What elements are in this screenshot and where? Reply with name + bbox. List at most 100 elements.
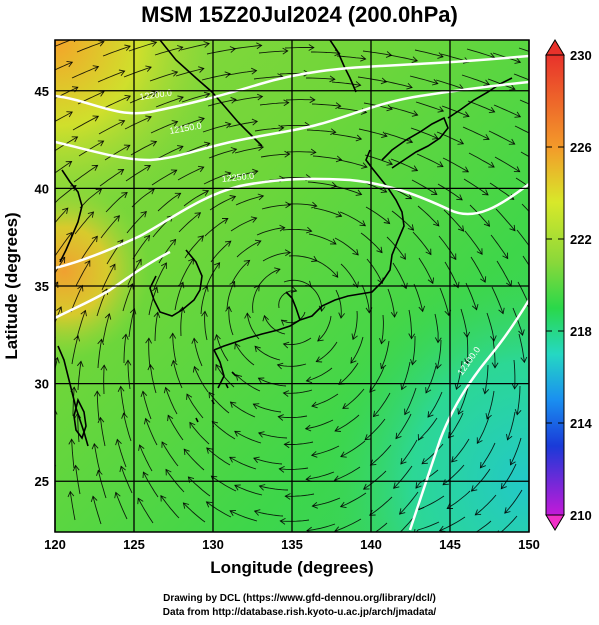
streamline: [441, 105, 470, 117]
streamline: [338, 159, 368, 168]
streamline: [261, 204, 291, 210]
streamline: [184, 235, 204, 259]
streamline: [409, 75, 438, 85]
streamline-arrow: [457, 138, 465, 145]
streamline: [369, 366, 385, 393]
streamline-arrow: [379, 337, 386, 345]
streamline: [172, 333, 177, 363]
streamline: [386, 236, 406, 260]
streamline: [229, 510, 258, 522]
streamline-arrow: [45, 435, 51, 440]
streamline-arrow: [434, 337, 442, 344]
streamline: [436, 339, 442, 369]
streamline: [183, 448, 205, 471]
streamline-arrow: [283, 99, 290, 107]
streamline: [105, 192, 128, 213]
streamline-arrow: [91, 235, 98, 243]
streamline: [208, 392, 230, 414]
streamline-arrow: [462, 166, 470, 173]
streamline: [205, 262, 220, 289]
streamline-arrow: [467, 532, 473, 537]
streamline-arrow: [404, 408, 411, 416]
streamline: [305, 419, 334, 430]
streamline: [201, 73, 231, 81]
x-tick-label: 140: [360, 537, 382, 552]
streamline-arrow: [453, 281, 460, 289]
streamline: [97, 70, 125, 83]
streamline: [149, 364, 157, 394]
streamline: [521, 203, 529, 213]
streamline-arrow: [203, 41, 210, 48]
streamline-arrow: [315, 356, 323, 363]
streamline-arrow: [360, 54, 367, 62]
streamline: [234, 484, 263, 496]
streamline: [283, 337, 312, 346]
streamline: [200, 285, 208, 315]
footer-credit-data: Data from http://database.rish.kyoto-u.a…: [162, 607, 437, 618]
streamline-arrow: [332, 271, 339, 278]
y-tick-labels: 25 30 35 40 45: [35, 84, 49, 489]
streamline-arrow: [90, 495, 98, 503]
streamline-arrow: [386, 159, 394, 166]
streamline: [71, 335, 79, 365]
streamline: [317, 315, 332, 342]
streamline-arrow: [192, 365, 200, 373]
colorbar-tick-label: 222: [570, 232, 592, 247]
colorbar-scale: [545, 54, 565, 516]
streamline: [383, 80, 413, 88]
streamline: [183, 502, 206, 523]
streamline: [189, 422, 210, 445]
streamline: [283, 279, 312, 287]
streamline-arrow: [476, 437, 483, 445]
streamline-arrow: [427, 277, 435, 285]
streamline-arrow: [454, 383, 462, 391]
streamline: [161, 441, 179, 467]
streamline-arrow: [500, 482, 507, 490]
streamline-arrow: [479, 461, 486, 469]
streamline-arrow: [202, 189, 210, 196]
streamline-arrow: [490, 335, 497, 342]
streamline: [427, 391, 443, 418]
streamline-arrow: [410, 358, 417, 366]
streamline: [148, 338, 151, 368]
streamline-arrow: [143, 417, 151, 425]
streamline: [408, 309, 412, 339]
streamline: [494, 156, 520, 173]
streamline: [103, 365, 105, 395]
x-tick-labels: 120 125 130 135 140 145 150: [44, 537, 540, 552]
streamline-arrow: [194, 212, 202, 219]
streamline-arrow: [62, 207, 69, 214]
x-axis-title: Longitude (degrees): [210, 558, 373, 577]
streamline-arrow: [258, 484, 266, 491]
streamline-arrow: [124, 359, 132, 366]
streamline: [234, 430, 262, 444]
streamline-arrow: [361, 162, 368, 169]
streamline: [179, 258, 194, 285]
streamline-arrow: [176, 45, 184, 52]
streamline: [466, 48, 495, 58]
colorbar-tick-label: 210: [570, 508, 592, 523]
streamline-arrow: [153, 311, 161, 319]
streamline: [504, 489, 523, 514]
streamline: [306, 129, 336, 133]
streamline-arrow: [170, 169, 178, 176]
streamline-arrow: [470, 485, 478, 492]
streamline: [76, 310, 86, 339]
streamline: [254, 127, 284, 132]
streamline-arrow: [435, 362, 442, 370]
streamline-arrow: [280, 319, 288, 326]
streamline-arrow: [138, 444, 145, 451]
streamline-arrow: [91, 442, 99, 450]
streamline-arrow: [91, 164, 99, 171]
streamline: [204, 218, 229, 237]
streamline-arrow: [171, 70, 179, 77]
streamline-arrow: [97, 416, 105, 424]
streamline-arrow: [84, 260, 91, 267]
streamline-arrow: [359, 220, 367, 227]
streamline-arrow: [417, 434, 424, 441]
streamline: [260, 153, 290, 158]
streamline-arrow: [214, 333, 221, 341]
streamline: [139, 444, 153, 472]
streamline: [115, 492, 128, 520]
streamline: [492, 338, 496, 368]
